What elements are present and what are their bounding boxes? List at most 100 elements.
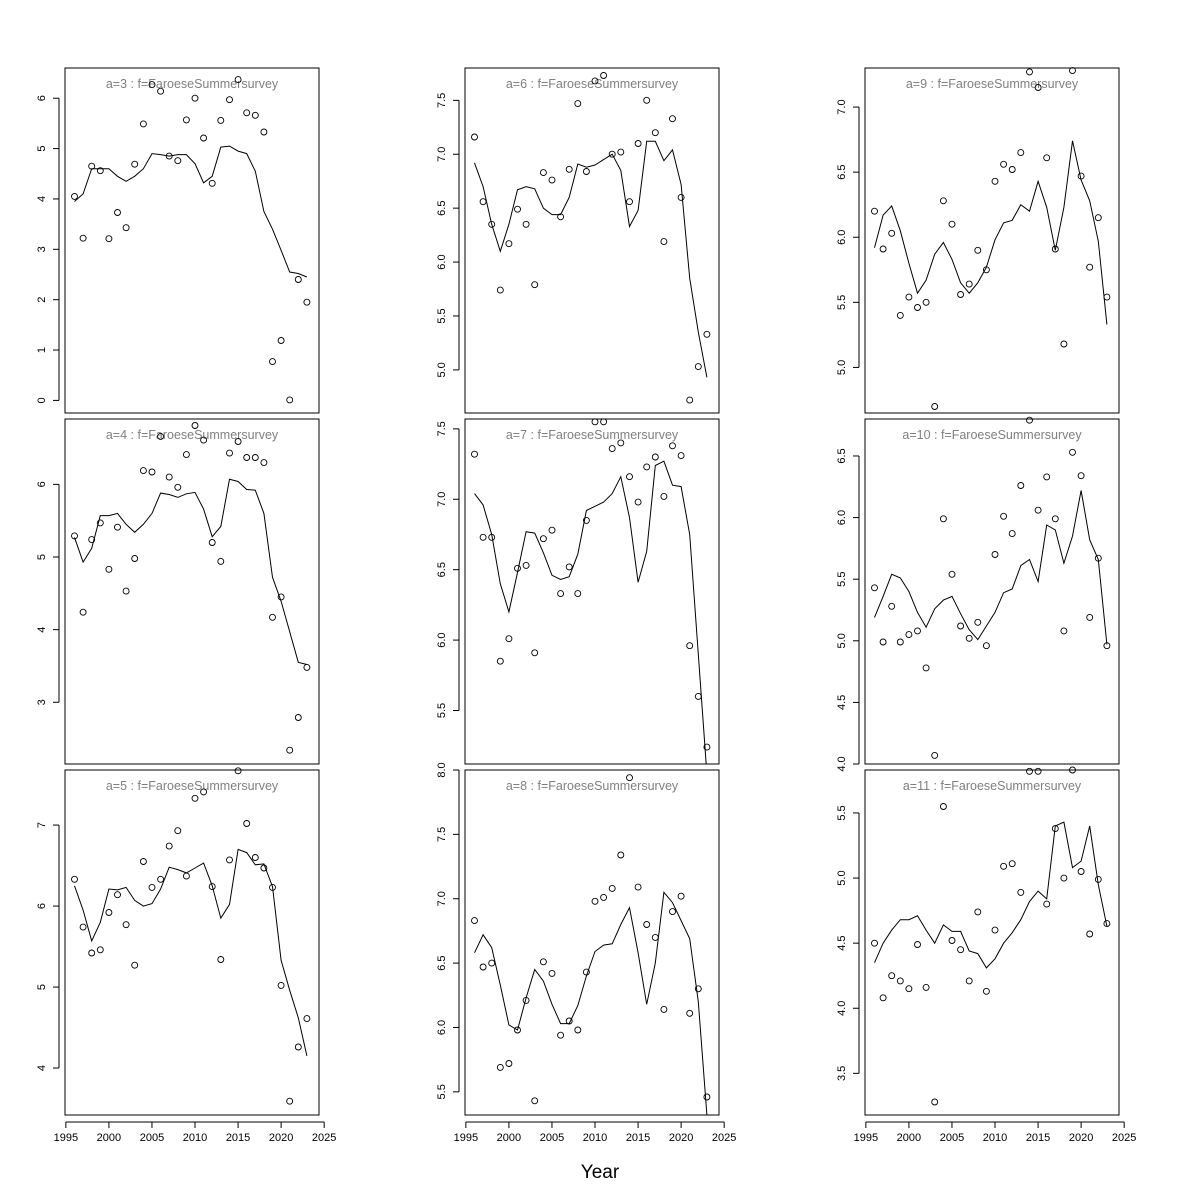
observed-point [565, 563, 573, 571]
observed-point [165, 473, 173, 481]
observed-point [182, 451, 190, 459]
panel-3: a=9 : f=FaroeseSummersurvey 5.0 5.5 6.0 6.5 7… [836, 67, 1120, 414]
observed-point [1043, 473, 1051, 481]
observed-point [303, 663, 311, 671]
observed-point [157, 875, 165, 883]
observed-point [982, 266, 990, 274]
observed-point [703, 1093, 711, 1101]
observed-point [574, 1026, 582, 1034]
observed-point [1000, 160, 1008, 168]
observed-point [871, 584, 878, 592]
panel-title: a=4 : f=FaroeseSummersurvey [106, 428, 279, 442]
y-tick-label: 7.5 [436, 421, 448, 436]
observed-point [879, 994, 887, 1002]
observed-point [948, 937, 956, 944]
observed-point [234, 438, 242, 445]
panel-frame [864, 67, 1120, 414]
observed-point [591, 77, 599, 85]
observed-point [617, 439, 625, 447]
observed-point [991, 551, 999, 558]
observed-point [191, 94, 199, 102]
fitted-line [474, 460, 707, 764]
fitted-line [474, 891, 708, 1115]
y-tick-label: 5.5 [836, 572, 848, 587]
observed-point [669, 908, 676, 916]
observed-point [479, 963, 487, 971]
observed-point [96, 167, 104, 175]
observed-point [643, 463, 651, 471]
x-tick-label: 1995 [454, 1132, 478, 1144]
observed-point [1026, 767, 1033, 775]
observed-point [1094, 875, 1102, 883]
observed-point [694, 985, 702, 993]
observed-point [531, 649, 539, 657]
observed-point [888, 602, 896, 610]
panel-frame [64, 769, 320, 1116]
observed-point [234, 76, 242, 84]
observed-point [165, 842, 173, 850]
panel-title: a=8 : f=FaroeseSummersurvey [506, 779, 679, 793]
observed-point [608, 150, 616, 158]
fitted-line [74, 145, 308, 278]
observed-point [617, 851, 625, 859]
observed-point [565, 1017, 573, 1025]
observed-point [1060, 627, 1068, 635]
y-tick-label: 5.5 [836, 295, 848, 310]
observed-point [200, 436, 208, 444]
y-tick-label: 2 [36, 297, 48, 303]
observed-point [1034, 84, 1042, 91]
observed-point [896, 638, 904, 646]
observed-point [182, 872, 190, 880]
observed-point [939, 803, 947, 810]
observed-point [294, 714, 302, 721]
observed-point [157, 87, 165, 95]
observed-point [660, 238, 668, 246]
fitted-line [74, 848, 308, 1057]
panel-title: a=9 : f=FaroeseSummersurvey [906, 77, 1079, 91]
observed-point [686, 396, 694, 404]
observed-point [71, 532, 78, 540]
observed-point [114, 523, 121, 531]
observed-point [634, 498, 642, 506]
observed-point [88, 949, 96, 957]
observed-point [531, 281, 539, 289]
observed-point [71, 875, 78, 883]
observed-point [139, 858, 147, 865]
observed-point [217, 557, 225, 565]
panel-title: a=3 : f=FaroeseSummersurvey [106, 77, 279, 91]
observed-point [879, 245, 887, 253]
observed-point [539, 535, 547, 543]
observed-point [200, 788, 208, 796]
y-tick-label: 7.5 [436, 93, 448, 108]
observed-point [557, 590, 565, 598]
observed-point [914, 627, 921, 635]
observed-point [488, 959, 496, 967]
observed-point [294, 1043, 302, 1051]
observed-point [1077, 472, 1085, 480]
y-tick-label: 6.0 [436, 254, 448, 269]
observed-point [208, 539, 216, 546]
observed-point [617, 148, 625, 156]
observed-point [243, 820, 251, 827]
observed-point [931, 751, 939, 759]
observed-point [677, 193, 685, 201]
x-tick-label: 2010 [983, 1132, 1007, 1144]
fitted-line [874, 140, 1108, 325]
observed-point [1051, 825, 1059, 833]
observed-point [191, 794, 199, 802]
observed-point [505, 635, 513, 643]
y-tick-label: 4.5 [836, 695, 848, 710]
x-tick-label: 2025 [1112, 1132, 1136, 1144]
observed-point [669, 115, 676, 123]
observed-point [651, 933, 659, 941]
panel-frame [64, 418, 320, 765]
observed-point [574, 100, 582, 108]
observed-point [677, 892, 685, 900]
observed-point [931, 1098, 939, 1106]
observed-point [114, 891, 121, 899]
observed-point [1086, 930, 1094, 938]
observed-point [79, 923, 87, 931]
figure-x-axis-label: Year [581, 1162, 620, 1183]
observed-point [1008, 860, 1016, 868]
